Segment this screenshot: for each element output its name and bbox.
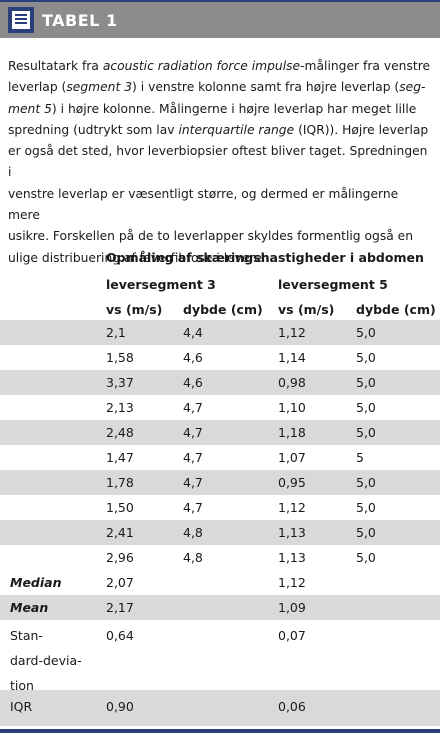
stat-value-seg3: 0,64 bbox=[106, 628, 134, 643]
cell-depth-seg3: 4,6 bbox=[183, 350, 203, 365]
table-row: 1,58 4,6 1,14 5,0 bbox=[0, 345, 440, 370]
column-header-vs-seg5: vs (m/s) bbox=[278, 302, 335, 317]
table-header-bar: TABEL 1 bbox=[0, 0, 440, 38]
table-row: 1,47 4,7 1,07 5 bbox=[0, 445, 440, 470]
stat-label-line: Stan- bbox=[10, 628, 43, 643]
cell-vs-seg3: 2,13 bbox=[106, 400, 134, 415]
intro-emphasis: segment 3 bbox=[66, 80, 133, 95]
stat-label: Median bbox=[10, 575, 62, 590]
cell-depth-seg5: 5,0 bbox=[356, 400, 376, 415]
stat-value-seg5: 0,06 bbox=[278, 699, 306, 714]
table-caption: Opmåling af skæringshastigheder i abdome… bbox=[106, 250, 424, 265]
cell-depth-seg5: 5,0 bbox=[356, 350, 376, 365]
table-row: 2,41 4,8 1,13 5,0 bbox=[0, 520, 440, 545]
cell-vs-seg3: 3,37 bbox=[106, 375, 134, 390]
cell-vs-seg5: 1,14 bbox=[278, 350, 306, 365]
cell-depth-seg5: 5 bbox=[356, 450, 364, 465]
cell-depth-seg3: 4,8 bbox=[183, 525, 203, 540]
bottom-rule bbox=[0, 729, 440, 733]
stat-label-line: dard-devia- bbox=[10, 653, 82, 668]
group-header-seg5: leversegment 5 bbox=[278, 277, 388, 292]
cell-depth-seg5: 5,0 bbox=[356, 500, 376, 515]
stat-value-seg3: 0,90 bbox=[106, 699, 134, 714]
cell-depth-seg5: 5,0 bbox=[356, 475, 376, 490]
stat-label: Mean bbox=[10, 600, 49, 615]
cell-vs-seg5: 0,98 bbox=[278, 375, 306, 390]
intro-paragraph: Resultatark fra acoustic radiation force… bbox=[8, 59, 431, 265]
cell-depth-seg3: 4,7 bbox=[183, 400, 203, 415]
cell-vs-seg3: 2,48 bbox=[106, 425, 134, 440]
stat-value-seg5: 1,09 bbox=[278, 600, 306, 615]
cell-depth-seg5: 5,0 bbox=[356, 525, 376, 540]
cell-vs-seg5: 1,18 bbox=[278, 425, 306, 440]
cell-depth-seg3: 4,7 bbox=[183, 425, 203, 440]
table-row: 3,37 4,6 0,98 5,0 bbox=[0, 370, 440, 395]
table-row: 2,13 4,7 1,10 5,0 bbox=[0, 395, 440, 420]
intro-emphasis: interquartile range bbox=[178, 122, 295, 137]
stat-value-seg5: 1,12 bbox=[278, 575, 306, 590]
stat-row-mean: Mean 2,17 1,09 bbox=[0, 595, 440, 620]
cell-depth-seg5: 5,0 bbox=[356, 550, 376, 565]
cell-vs-seg5: 0,95 bbox=[278, 475, 306, 490]
stat-value-seg3: 2,07 bbox=[106, 575, 134, 590]
cell-vs-seg5: 1,13 bbox=[278, 525, 306, 540]
table-row: 1,50 4,7 1,12 5,0 bbox=[0, 495, 440, 520]
cell-depth-seg5: 5,0 bbox=[356, 425, 376, 440]
intro-emphasis: acoustic radiation force impulse bbox=[102, 59, 301, 73]
cell-depth-seg3: 4,8 bbox=[183, 550, 203, 565]
cell-vs-seg3: 1,78 bbox=[106, 475, 134, 490]
table-row: 1,78 4,7 0,95 5,0 bbox=[0, 470, 440, 495]
table-row: 2,48 4,7 1,18 5,0 bbox=[0, 420, 440, 445]
cell-depth-seg5: 5,0 bbox=[356, 325, 376, 340]
column-header-depth-seg3: dybde (cm) bbox=[183, 302, 263, 317]
cell-depth-seg5: 5,0 bbox=[356, 375, 376, 390]
cell-vs-seg3: 2,96 bbox=[106, 550, 134, 565]
stat-label-line: tion bbox=[10, 678, 34, 693]
stat-value-seg5: 0,07 bbox=[278, 628, 306, 643]
stat-label: Stan- dard-devia- tion bbox=[10, 623, 90, 698]
stat-value-seg3: 2,17 bbox=[106, 600, 134, 615]
cell-vs-seg3: 2,41 bbox=[106, 525, 134, 540]
intro-emphasis: ment 5 bbox=[8, 101, 52, 116]
group-header-seg3: leversegment 3 bbox=[106, 277, 216, 292]
table-row: 2,96 4,8 1,13 5,0 bbox=[0, 545, 440, 570]
cell-depth-seg3: 4,6 bbox=[183, 375, 203, 390]
cell-vs-seg5: 1,07 bbox=[278, 450, 306, 465]
column-header-depth-seg5: dybde (cm) bbox=[356, 302, 436, 317]
cell-vs-seg3: 1,50 bbox=[106, 500, 134, 515]
stat-label: IQR bbox=[10, 699, 33, 714]
column-header-vs-seg3: vs (m/s) bbox=[106, 302, 163, 317]
cell-vs-seg5: 1,13 bbox=[278, 550, 306, 565]
cell-vs-seg3: 1,47 bbox=[106, 450, 134, 465]
cell-depth-seg3: 4,4 bbox=[183, 325, 203, 340]
stat-row-sd: Stan- dard-devia- tion 0,64 0,07 bbox=[0, 620, 440, 693]
intro-emphasis: seg- bbox=[399, 80, 426, 95]
cell-depth-seg3: 4,7 bbox=[183, 450, 203, 465]
stat-row-median: Median 2,07 1,12 bbox=[0, 570, 440, 595]
table-row: 2,1 4,4 1,12 5,0 bbox=[0, 320, 440, 345]
table-title: TABEL 1 bbox=[42, 11, 118, 30]
cell-depth-seg3: 4,7 bbox=[183, 475, 203, 490]
stat-row-iqr: IQR 0,90 0,06 bbox=[0, 690, 440, 726]
cell-depth-seg3: 4,7 bbox=[183, 500, 203, 515]
cell-vs-seg5: 1,12 bbox=[278, 500, 306, 515]
cell-vs-seg5: 1,10 bbox=[278, 400, 306, 415]
cell-vs-seg3: 2,1 bbox=[106, 325, 126, 340]
cell-vs-seg3: 1,58 bbox=[106, 350, 134, 365]
cell-vs-seg5: 1,12 bbox=[278, 325, 306, 340]
document-icon bbox=[8, 7, 34, 33]
